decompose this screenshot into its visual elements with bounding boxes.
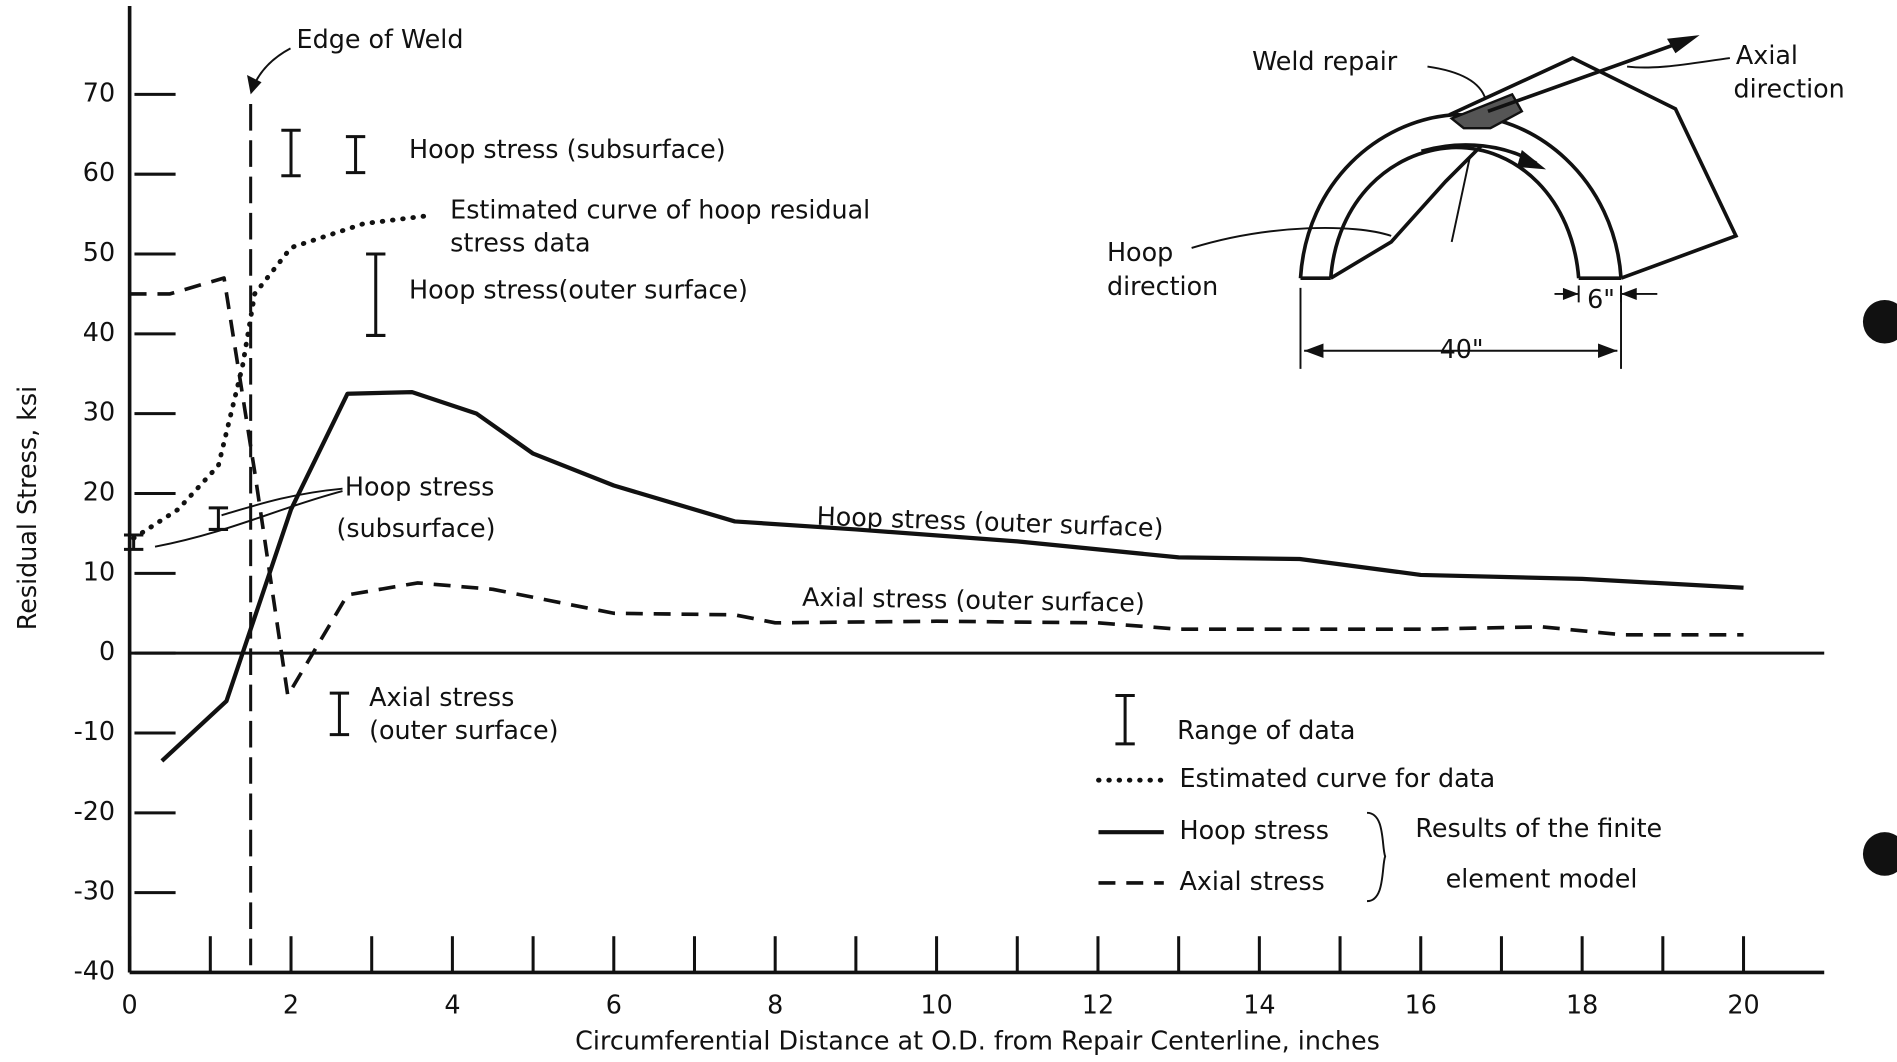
error-bar xyxy=(281,130,300,176)
annotation: (subsurface) xyxy=(336,513,495,543)
y-tick-label: 70 xyxy=(83,77,115,107)
y-tick-label: -30 xyxy=(74,876,115,906)
error-bar xyxy=(209,508,228,530)
y-tick-label: 60 xyxy=(83,157,115,187)
annotation: Hoop stress (outer surface) xyxy=(816,501,1164,543)
error-bar xyxy=(346,137,365,173)
y-tick-label: 50 xyxy=(83,237,115,267)
leader-line xyxy=(1427,67,1485,100)
x-tick-label: 0 xyxy=(122,989,138,1019)
x-tick-label: 18 xyxy=(1566,989,1598,1019)
legend-label: Estimated curve for data xyxy=(1180,763,1496,793)
chart: Circumferential Distance at O.D. from Re… xyxy=(0,0,1897,1062)
legend-group-label: element model xyxy=(1446,864,1638,894)
leader-line xyxy=(1627,58,1730,67)
annotation: Axial stress xyxy=(369,682,514,712)
x-tick-label: 2 xyxy=(283,989,299,1019)
inset-label: 6" xyxy=(1587,284,1615,314)
legend-group-label: Results of the finite xyxy=(1415,813,1662,843)
leader-line xyxy=(155,491,342,547)
inset-label: Axial xyxy=(1736,40,1798,70)
cut-line xyxy=(1452,157,1470,242)
error-bar xyxy=(124,535,143,549)
inset-diagram: Weld repair Axial direction Hoop directi… xyxy=(1107,35,1845,369)
y-tick-label: 40 xyxy=(83,317,115,347)
arrow-head xyxy=(247,75,262,94)
leader-line xyxy=(1192,228,1392,248)
legend-label: Axial stress xyxy=(1180,866,1325,896)
scan-spot xyxy=(1863,300,1897,344)
cylinder-outline xyxy=(1449,58,1736,278)
annotation: Axial stress (outer surface) xyxy=(802,582,1145,618)
y-tick-label: -20 xyxy=(74,796,115,826)
x-tick-label: 16 xyxy=(1405,989,1437,1019)
legend-label: Range of data xyxy=(1177,715,1355,745)
cylinder-cut xyxy=(1331,145,1482,278)
x-tick-label: 6 xyxy=(606,989,622,1019)
legend-label: Hoop stress xyxy=(1180,815,1330,845)
y-tick-label: 0 xyxy=(99,636,115,666)
annotation: Estimated curve of hoop residual xyxy=(450,195,870,225)
x-axis-title: Circumferential Distance at O.D. from Re… xyxy=(575,1026,1380,1056)
error-bar xyxy=(366,254,385,335)
y-axis-title: Residual Stress, ksi xyxy=(12,386,42,630)
page: {"chart_data": { "type": "line", "x_labe… xyxy=(0,0,1897,1062)
arrow-head xyxy=(1667,35,1700,53)
x-tick-label: 20 xyxy=(1727,989,1759,1019)
annotation: (outer surface) xyxy=(369,715,558,745)
y-tick-label: 30 xyxy=(83,397,115,427)
x-tick-label: 4 xyxy=(444,989,460,1019)
x-tick-label: 8 xyxy=(767,989,783,1019)
legend-brace xyxy=(1367,813,1385,901)
y-tick-label: -40 xyxy=(74,955,115,985)
annotation: Edge of Weld xyxy=(297,24,464,54)
inset-label: 40" xyxy=(1440,334,1484,364)
x-tick-label: 14 xyxy=(1243,989,1275,1019)
inset-label: Weld repair xyxy=(1252,46,1398,76)
inset-label: Hoop xyxy=(1107,237,1173,267)
annotation: Hoop stress xyxy=(345,472,495,502)
legend-icon xyxy=(1115,696,1134,744)
y-tick-label: 20 xyxy=(83,477,115,507)
annotation: Hoop stress(outer surface) xyxy=(409,275,748,305)
y-tick-label: -10 xyxy=(74,716,115,746)
scan-spot xyxy=(1863,832,1897,876)
x-tick-label: 12 xyxy=(1082,989,1114,1019)
arrow-head xyxy=(1517,150,1546,169)
y-tick-label: 10 xyxy=(83,556,115,586)
annotation: stress data xyxy=(450,227,590,257)
inset-label: direction xyxy=(1734,74,1845,104)
error-bar xyxy=(330,693,349,735)
x-tick-label: 10 xyxy=(920,989,952,1019)
inset-label: direction xyxy=(1107,271,1218,301)
annotation: Hoop stress (subsurface) xyxy=(409,134,726,164)
leader-line xyxy=(222,489,343,516)
